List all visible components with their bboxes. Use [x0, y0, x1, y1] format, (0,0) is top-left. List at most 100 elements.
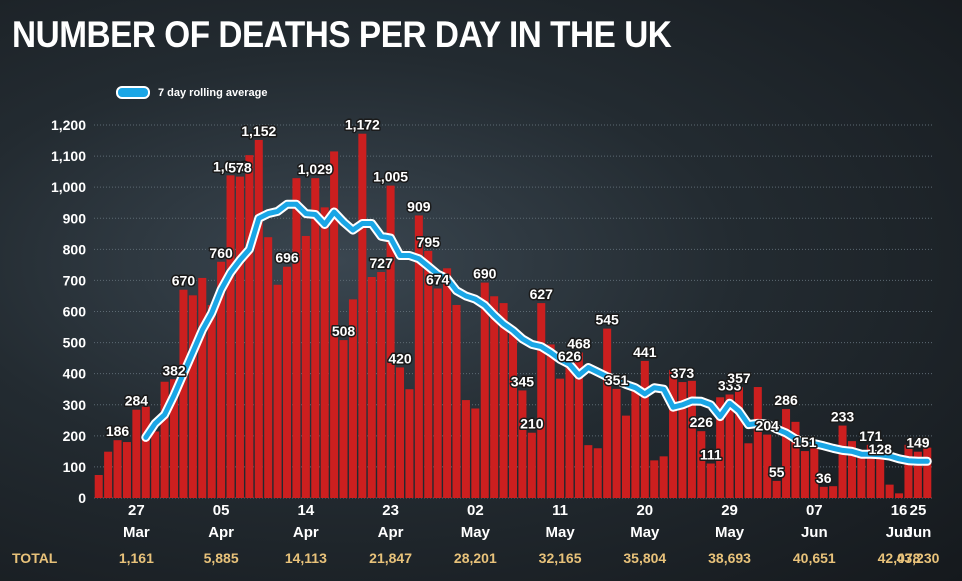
death-bar: [188, 295, 197, 498]
x-tick-month: May: [545, 524, 575, 541]
data-label: 545: [595, 312, 619, 328]
x-tick-month: Jun: [886, 524, 913, 541]
data-label: 351: [605, 372, 629, 388]
death-bar: [556, 378, 565, 498]
x-tick-day: 16: [891, 502, 908, 519]
death-bar: [866, 444, 875, 498]
death-bar: [122, 442, 131, 498]
cumulative-total: 32,165: [539, 550, 582, 566]
death-bar: [734, 387, 743, 498]
death-bar: [518, 390, 527, 498]
data-label: 284: [125, 393, 149, 409]
death-bar: [913, 451, 922, 498]
death-bar: [847, 441, 856, 498]
bar-layer: [94, 133, 932, 499]
data-label: 204: [756, 418, 780, 434]
data-label: 233: [831, 409, 855, 425]
x-tick-month: May: [630, 524, 660, 541]
death-bar: [527, 432, 536, 498]
data-label: 674: [426, 271, 450, 287]
death-bar: [725, 394, 734, 498]
death-bar: [819, 486, 828, 498]
data-label: 690: [473, 266, 497, 282]
death-bar: [697, 431, 706, 498]
death-bar: [508, 330, 518, 498]
death-bar: [584, 445, 593, 498]
y-tick-label: 1,000: [51, 179, 86, 195]
death-bar: [678, 382, 687, 498]
death-bar: [113, 440, 122, 498]
data-label: 670: [172, 273, 196, 289]
death-bar: [669, 369, 678, 498]
axis-layer: 0 100 200 300 400 500 600 700 800 900 1,000 1,100 1,…: [51, 117, 940, 566]
death-bar: [687, 380, 696, 498]
data-label: 727: [370, 255, 394, 271]
death-bar: [170, 379, 179, 498]
death-bar: [791, 421, 800, 498]
y-tick-label: 500: [63, 335, 87, 351]
data-label: 226: [690, 414, 714, 430]
x-tick-day: 14: [298, 502, 315, 519]
death-bar: [330, 151, 339, 498]
x-tick-month: May: [461, 524, 491, 541]
x-tick-month: Jun: [801, 524, 828, 541]
x-tick-day: 27: [128, 502, 145, 519]
death-bar: [235, 176, 244, 498]
death-bar: [348, 299, 357, 498]
death-bar: [367, 276, 376, 498]
data-label: 186: [106, 423, 130, 439]
data-label: 420: [388, 350, 412, 366]
data-label: 210: [520, 416, 544, 432]
data-label: 333: [718, 377, 742, 393]
death-bar: [414, 215, 423, 498]
x-tick-day: 07: [806, 502, 823, 519]
death-bar: [339, 340, 348, 498]
cumulative-total: 5,885: [204, 550, 239, 566]
y-tick-label: 1,200: [51, 117, 86, 133]
data-label: 1,005: [373, 169, 408, 185]
cumulative-total: 40,651: [793, 550, 836, 566]
data-label: 357: [727, 370, 751, 386]
death-bar: [132, 409, 141, 498]
death-bar: [179, 289, 188, 498]
y-tick-label: 200: [63, 428, 87, 444]
death-bar: [857, 451, 866, 498]
death-bar: [829, 486, 838, 498]
death-bar: [320, 207, 329, 498]
x-tick-day: 29: [721, 502, 738, 519]
data-label: 909: [407, 198, 431, 214]
cumulative-total: 28,201: [454, 550, 497, 566]
rolling-average-line: [143, 201, 930, 464]
death-bar: [621, 415, 630, 498]
death-bar: [424, 250, 433, 498]
death-bar: [433, 288, 442, 498]
death-bar: [264, 237, 273, 499]
data-label: 382: [162, 362, 186, 378]
data-label: 171: [859, 428, 883, 444]
death-bar: [650, 460, 659, 498]
death-bar: [640, 360, 649, 498]
death-bar: [744, 443, 753, 498]
x-tick-day: 11: [552, 502, 568, 519]
legend-label: 7 day rolling average: [158, 86, 268, 99]
rolling-average-layer: [141, 199, 932, 466]
data-label: 345: [511, 373, 535, 389]
death-bar: [631, 385, 640, 498]
y-tick-label: 1,100: [51, 148, 86, 164]
death-bar: [273, 284, 282, 498]
death-bar: [876, 458, 885, 498]
death-bar: [716, 397, 725, 498]
chart-legend: 7 day rolling average: [116, 86, 267, 99]
data-label: 441: [633, 344, 657, 360]
death-bar: [311, 178, 320, 498]
x-tick-month: Apr: [378, 524, 404, 541]
data-label: 1,029: [298, 161, 333, 177]
death-bar: [377, 272, 386, 498]
death-bar: [141, 406, 150, 498]
death-bar: [452, 304, 461, 498]
death-bar: [160, 381, 169, 498]
death-bar: [603, 328, 612, 498]
data-label: 1,038: [213, 158, 248, 174]
y-tick-label: 300: [63, 397, 87, 413]
